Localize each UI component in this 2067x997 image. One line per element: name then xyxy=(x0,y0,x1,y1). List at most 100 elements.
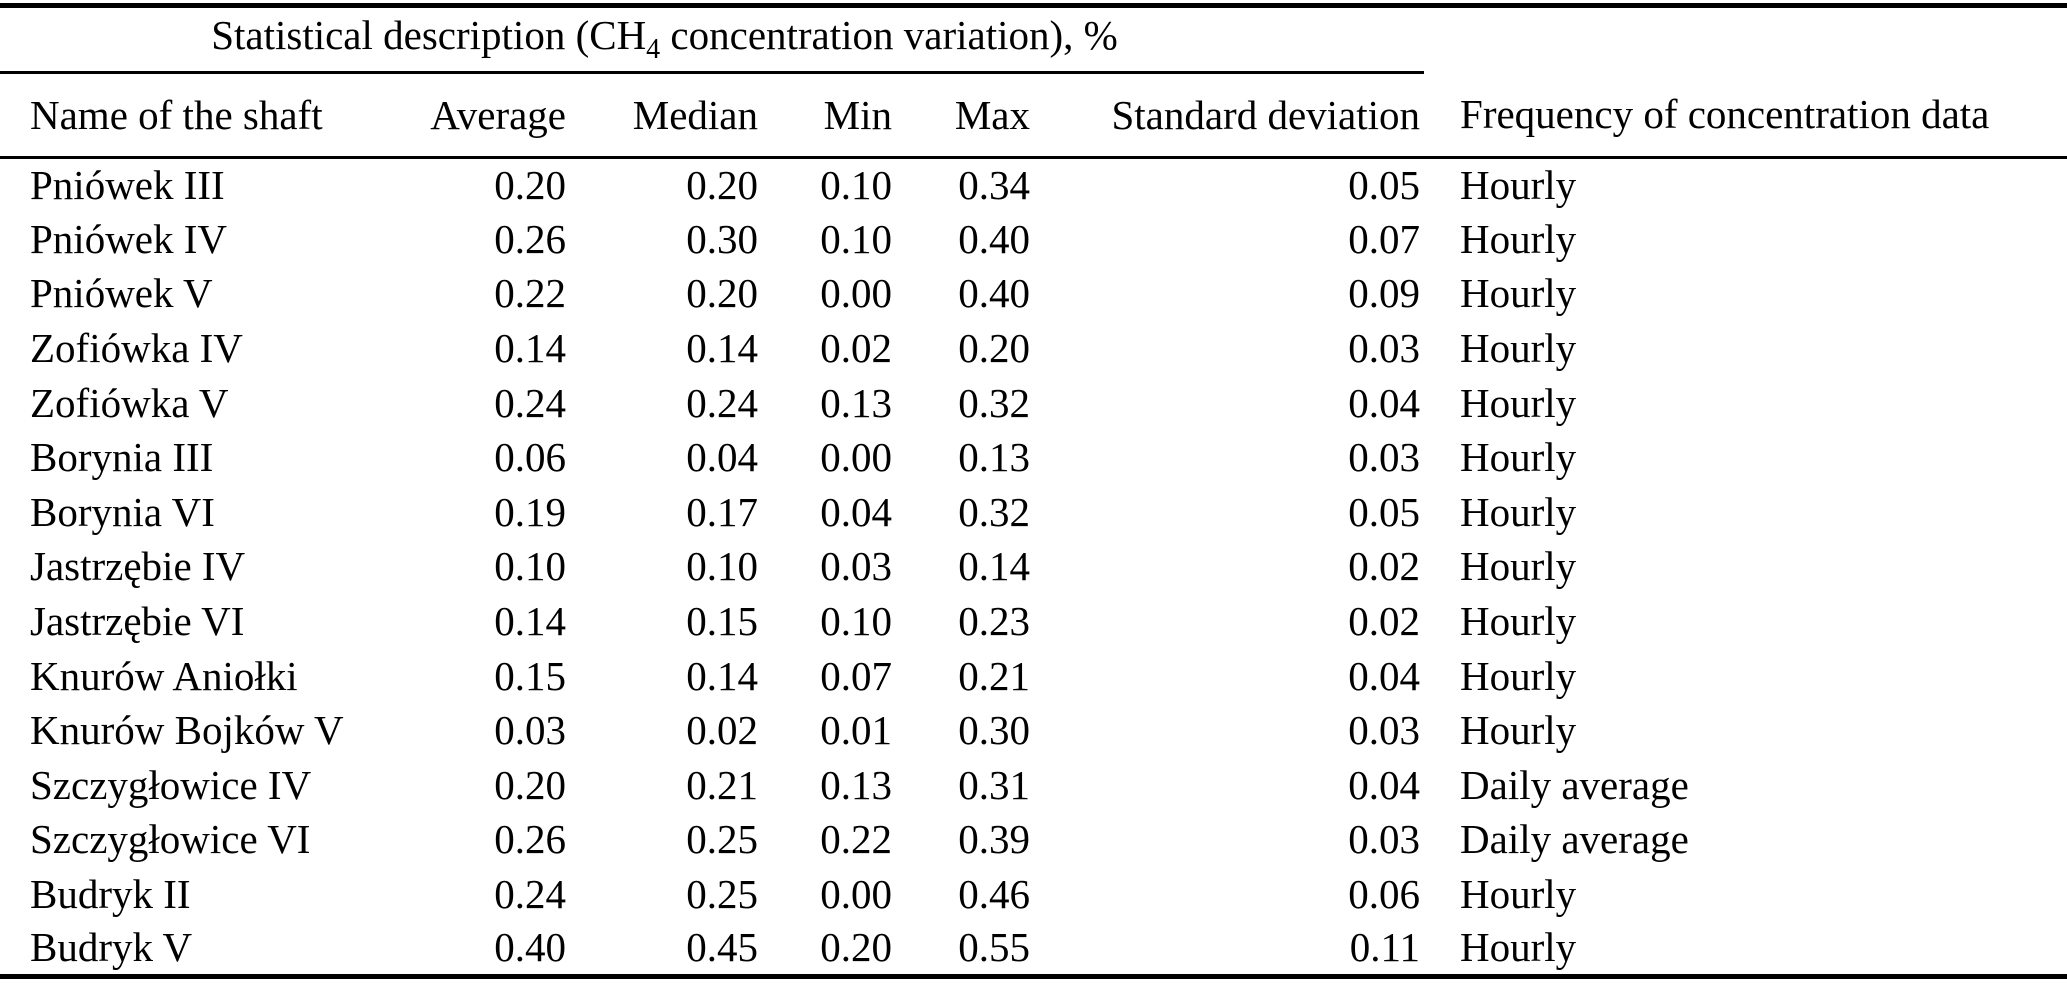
table-row: Pniówek III 0.20 0.20 0.10 0.34 0.05 Hourly xyxy=(0,158,2067,213)
median-cell: 0.45 xyxy=(686,924,758,971)
shaft-name-cell: Zofiówka IV xyxy=(30,325,243,372)
average-cell: 0.26 xyxy=(494,816,566,863)
column-header-average: Average xyxy=(400,72,570,159)
table-row: Zofiówka V 0.24 0.24 0.13 0.32 0.04 Hourly xyxy=(0,376,2067,431)
max-cell: 0.55 xyxy=(958,924,1030,971)
median-cell: 0.20 xyxy=(686,270,758,317)
average-cell: 0.14 xyxy=(494,598,566,645)
shaft-name-cell: Budryk II xyxy=(30,871,191,918)
average-cell: 0.20 xyxy=(494,162,566,209)
min-cell: 0.02 xyxy=(820,325,892,372)
frequency-cell: Hourly xyxy=(1460,325,1577,372)
table-row: Jastrzębie IV 0.10 0.10 0.03 0.14 0.02 Hourly xyxy=(0,540,2067,595)
frequency-cell: Hourly xyxy=(1460,434,1577,481)
shaft-name-cell: Knurów Aniołki xyxy=(30,652,298,699)
table-row: Borynia VI 0.19 0.17 0.04 0.32 0.05 Hourly xyxy=(0,485,2067,540)
span-header: Statistical description (CH4 concentrati… xyxy=(0,5,1425,74)
min-cell: 0.00 xyxy=(820,270,892,317)
min-cell: 0.10 xyxy=(820,162,892,209)
standard-deviation-cell: 0.04 xyxy=(1348,761,1421,808)
shaft-name-cell: Szczygłowice VI xyxy=(30,816,311,863)
shaft-name-cell: Jastrzębie IV xyxy=(30,543,246,590)
max-cell: 0.32 xyxy=(958,488,1030,535)
frequency-cell: Hourly xyxy=(1460,543,1577,590)
min-cell: 0.10 xyxy=(820,598,892,645)
column-header-standard-deviation: Standard deviation xyxy=(1034,72,1425,159)
standard-deviation-cell: 0.03 xyxy=(1348,707,1421,754)
table-row: Knurów Aniołki 0.15 0.14 0.07 0.21 0.04 Hourly xyxy=(0,649,2067,704)
shaft-name-cell: Szczygłowice IV xyxy=(30,761,312,808)
max-cell: 0.32 xyxy=(958,379,1030,426)
frequency-cell: Hourly xyxy=(1460,379,1577,426)
shaft-name-cell: Budryk V xyxy=(30,924,193,971)
median-cell: 0.25 xyxy=(686,871,758,918)
median-cell: 0.20 xyxy=(686,162,758,209)
span-header-text-suffix: concentration variation), % xyxy=(660,11,1118,58)
shaft-name-cell: Borynia VI xyxy=(30,488,215,535)
median-cell: 0.15 xyxy=(686,598,758,645)
standard-deviation-cell: 0.03 xyxy=(1348,325,1421,372)
span-header-row: Statistical description (CH4 concentrati… xyxy=(0,5,2067,74)
median-cell: 0.14 xyxy=(686,652,758,699)
min-cell: 0.03 xyxy=(820,543,892,590)
average-cell: 0.10 xyxy=(494,543,566,590)
min-cell: 0.07 xyxy=(820,652,892,699)
span-header-gap xyxy=(1424,6,2067,73)
average-cell: 0.03 xyxy=(494,707,566,754)
table-row: Borynia III 0.06 0.04 0.00 0.13 0.03 Hourly xyxy=(0,430,2067,485)
average-cell: 0.14 xyxy=(494,325,566,372)
median-cell: 0.14 xyxy=(686,325,758,372)
table-row: Zofiówka IV 0.14 0.14 0.02 0.20 0.03 Hourly xyxy=(0,321,2067,376)
frequency-cell: Hourly xyxy=(1460,162,1577,209)
max-cell: 0.34 xyxy=(958,162,1030,209)
shaft-name-cell: Knurów Bojków V xyxy=(30,707,344,754)
average-cell: 0.26 xyxy=(494,215,566,262)
median-cell: 0.25 xyxy=(686,816,758,863)
frequency-cell: Hourly xyxy=(1460,215,1577,262)
standard-deviation-cell: 0.06 xyxy=(1348,871,1421,918)
table-body: Pniówek III 0.20 0.20 0.10 0.34 0.05 Hourly Pni… xyxy=(0,158,2067,977)
standard-deviation-cell: 0.02 xyxy=(1348,598,1421,645)
standard-deviation-cell: 0.07 xyxy=(1348,215,1421,262)
frequency-cell: Hourly xyxy=(1460,270,1577,317)
table-row: Pniówek IV 0.26 0.30 0.10 0.40 0.07 Hourly xyxy=(0,212,2067,267)
standard-deviation-cell: 0.02 xyxy=(1348,543,1421,590)
average-cell: 0.06 xyxy=(494,434,566,481)
column-header-shaft-name: Name of the shaft xyxy=(0,72,400,159)
frequency-cell: Daily average xyxy=(1460,816,1689,863)
min-cell: 0.04 xyxy=(820,488,892,535)
standard-deviation-cell: 0.04 xyxy=(1348,379,1421,426)
column-header-row: Name of the shaft Average Median Min Max… xyxy=(0,72,2067,159)
max-cell: 0.40 xyxy=(958,215,1030,262)
min-cell: 0.00 xyxy=(820,434,892,481)
average-cell: 0.19 xyxy=(494,488,566,535)
table-row: Szczygłowice VI 0.26 0.25 0.22 0.39 0.03 Daily… xyxy=(0,813,2067,868)
column-header-frequency: Frequency of concentration data xyxy=(1424,72,2067,159)
frequency-cell: Hourly xyxy=(1460,871,1577,918)
median-cell: 0.24 xyxy=(686,379,758,426)
shaft-name-cell: Pniówek IV xyxy=(30,215,228,262)
max-cell: 0.39 xyxy=(958,816,1030,863)
column-header-min: Min xyxy=(762,72,896,159)
table-row: Jastrzębie VI 0.14 0.15 0.10 0.23 0.02 Hourly xyxy=(0,594,2067,649)
standard-deviation-cell: 0.03 xyxy=(1348,816,1421,863)
table-row: Szczygłowice IV 0.20 0.21 0.13 0.31 0.04 Daily… xyxy=(0,758,2067,813)
shaft-name-cell: Pniówek V xyxy=(30,270,213,317)
table-row: Budryk V 0.40 0.45 0.20 0.55 0.11 Hourly xyxy=(0,922,2067,977)
table-row: Knurów Bojków V 0.03 0.02 0.01 0.30 0.03 Hourl… xyxy=(0,703,2067,758)
standard-deviation-cell: 0.04 xyxy=(1348,652,1421,699)
median-cell: 0.21 xyxy=(686,761,758,808)
median-cell: 0.04 xyxy=(686,434,758,481)
max-cell: 0.14 xyxy=(958,543,1030,590)
average-cell: 0.24 xyxy=(494,871,566,918)
table-row: Budryk II 0.24 0.25 0.00 0.46 0.06 Hourly xyxy=(0,867,2067,922)
min-cell: 0.20 xyxy=(820,924,892,971)
max-cell: 0.20 xyxy=(958,325,1030,372)
shaft-name-cell: Jastrzębie VI xyxy=(30,598,245,645)
standard-deviation-cell: 0.11 xyxy=(1349,924,1421,971)
shaft-name-cell: Borynia III xyxy=(30,434,214,481)
frequency-cell: Hourly xyxy=(1460,707,1577,754)
median-cell: 0.02 xyxy=(686,707,758,754)
average-cell: 0.15 xyxy=(494,652,566,699)
